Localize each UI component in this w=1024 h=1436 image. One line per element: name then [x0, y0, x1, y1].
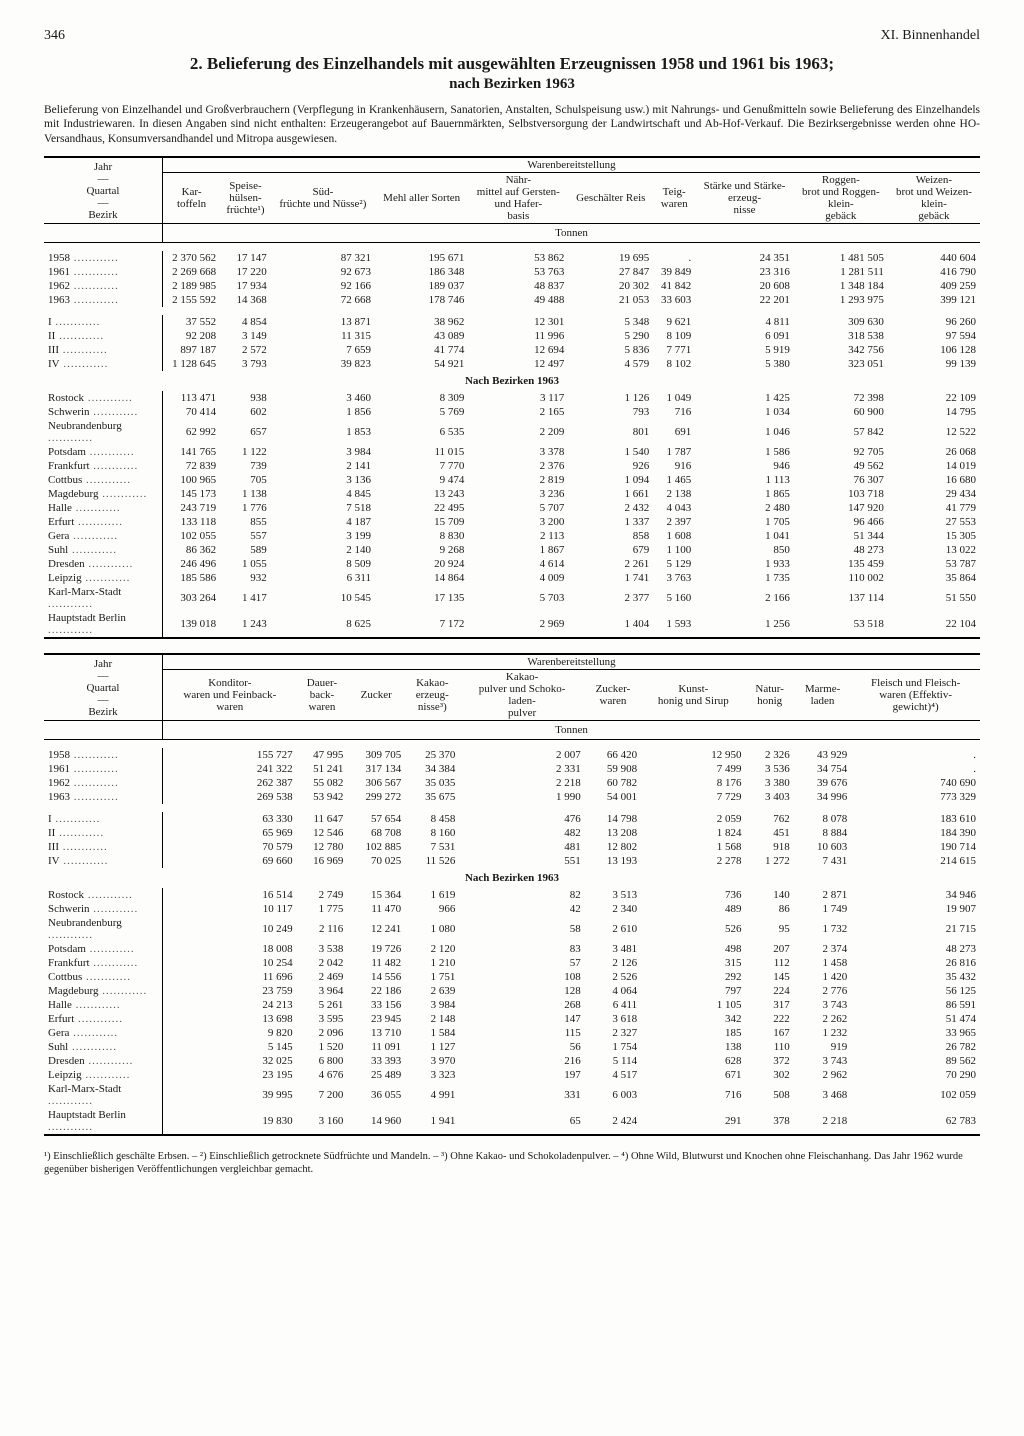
table-row: Gera9 8202 09613 7101 5841152 3271851671… [44, 1026, 980, 1040]
table-row: Potsdam18 0083 53819 7262 120833 4814982… [44, 942, 980, 956]
table-row: Erfurt133 1188554 18715 7093 2001 3372 3… [44, 515, 980, 529]
table-row: I37 5524 85413 87138 96212 3015 3489 621… [44, 315, 980, 329]
table-row: Halle24 2135 26133 1563 9842686 4111 105… [44, 998, 980, 1012]
table-row: II92 2083 14911 31543 08911 9965 2908 10… [44, 329, 980, 343]
table-row: Halle243 7191 7767 51822 4955 7072 4324 … [44, 501, 980, 515]
table-row: Erfurt13 6983 59523 9452 1481473 6183422… [44, 1012, 980, 1026]
table-row: II65 96912 54668 7088 16048213 2081 8244… [44, 826, 980, 840]
table-row: 19632 155 59214 36872 668178 74649 48821… [44, 293, 980, 307]
table-subtitle: nach Bezirken 1963 [44, 76, 980, 93]
intro-paragraph: Belieferung von Einzelhandel und Großver… [44, 103, 980, 146]
table-row: Dresden32 0256 80033 3933 9702165 114628… [44, 1054, 980, 1068]
chapter-title: XI. Binnenhandel [880, 28, 980, 44]
table-row: Karl-Marx-Stadt303 2641 41710 54517 1355… [44, 585, 980, 611]
table-row: Gera102 0555573 1998 8302 1138581 6081 0… [44, 529, 980, 543]
table-row: Magdeburg23 7593 96422 1862 6391284 0647… [44, 984, 980, 998]
table-row: 1961241 32251 241317 13434 3842 33159 90… [44, 762, 980, 776]
table-row: 19582 370 56217 14787 321195 67153 86219… [44, 251, 980, 265]
table-row: Frankfurt10 2542 04211 4821 210572 12631… [44, 956, 980, 970]
table-row: Neubrandenburg62 9926571 8536 5352 20980… [44, 419, 980, 445]
table-row: Rostock16 5142 74915 3641 619823 5137361… [44, 888, 980, 902]
table-row: 19612 269 66817 22092 673186 34853 76327… [44, 265, 980, 279]
table-2: Jahr—Quartal—BezirkWarenbereitstellungKo… [44, 653, 980, 1136]
footnotes: ¹) Einschließlich geschälte Erbsen. – ²)… [44, 1150, 980, 1176]
table-row: Hauptstadt Berlin139 0181 2438 6257 1722… [44, 611, 980, 638]
table-row: 1963269 53853 942299 27235 6751 99054 00… [44, 790, 980, 804]
table-row: IV1 128 6453 79339 82354 92112 4974 5798… [44, 357, 980, 371]
table-row: IV69 66016 96970 02511 52655113 1932 278… [44, 854, 980, 868]
table-row: Leipzig185 5869326 31114 8644 0091 7413 … [44, 571, 980, 585]
table-row: Frankfurt72 8397392 1417 7702 3769269169… [44, 459, 980, 473]
page-number: 346 [44, 28, 65, 44]
table-row: Suhl5 1451 52011 0911 127561 75413811091… [44, 1040, 980, 1054]
table-row: Potsdam141 7651 1223 98411 0153 3781 540… [44, 445, 980, 459]
table-row: III70 57912 780102 8857 53148112 8021 56… [44, 840, 980, 854]
table-row: Suhl86 3625892 1409 2681 8676791 1008504… [44, 543, 980, 557]
table-row: I63 33011 64757 6548 45847614 7982 05976… [44, 812, 980, 826]
table-row: Karl-Marx-Stadt39 9957 20036 0554 991331… [44, 1082, 980, 1108]
table-row: III897 1872 5727 65941 77412 6945 8367 7… [44, 343, 980, 357]
table-row: Schwerin70 4146021 8565 7692 1657937161 … [44, 405, 980, 419]
table-title: 2. Belieferung des Einzelhandels mit aus… [44, 54, 980, 74]
table-row: Hauptstadt Berlin19 8303 16014 9601 9416… [44, 1108, 980, 1135]
table-row: Magdeburg145 1731 1384 84513 2433 2361 6… [44, 487, 980, 501]
table-row: Leipzig23 1954 67625 4893 3231974 517671… [44, 1068, 980, 1082]
table-row: Dresden246 4961 0558 50920 9244 6142 261… [44, 557, 980, 571]
table-row: Rostock113 4719383 4608 3093 1171 1261 0… [44, 391, 980, 405]
table-row: Cottbus11 6962 46914 5561 7511082 526292… [44, 970, 980, 984]
table-row: 19622 189 98517 93492 166189 03748 83720… [44, 279, 980, 293]
table-row: 1962262 38755 082306 56735 0352 21860 78… [44, 776, 980, 790]
table-1: Jahr—Quartal—BezirkWarenbereitstellungKa… [44, 156, 980, 639]
table-row: Schwerin10 1171 77511 470966422 34048986… [44, 902, 980, 916]
table-row: 1958155 72747 995309 70525 3702 00766 42… [44, 748, 980, 762]
table-row: Cottbus100 9657053 1369 4742 8191 0941 4… [44, 473, 980, 487]
table-row: Neubrandenburg10 2492 11612 2411 080582 … [44, 916, 980, 942]
